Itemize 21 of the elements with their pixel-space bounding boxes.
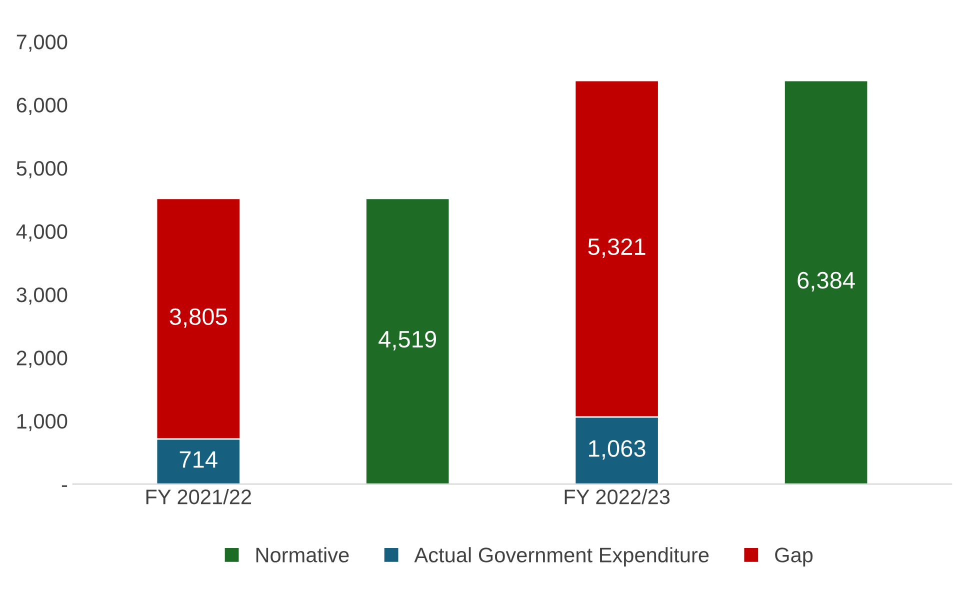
y-tick-label: 2,000 xyxy=(16,350,68,368)
data-label: 714 xyxy=(180,451,218,468)
y-tick-label: 3,000 xyxy=(16,287,68,305)
data-label: 6,384 xyxy=(798,272,855,292)
legend-label: Normative xyxy=(256,547,349,562)
x-tick-label: FY 2021/22 xyxy=(146,488,251,504)
y-tick-label: 1,000 xyxy=(17,414,68,432)
y-tick-label: 5,000 xyxy=(16,161,68,178)
data-label: 1,063 xyxy=(589,440,646,460)
data-label: 3,805 xyxy=(170,308,227,328)
x-tick-label: FY 2022/23 xyxy=(564,488,670,504)
data-label: 4,519 xyxy=(378,330,436,350)
y-tick-label: 7,000 xyxy=(16,34,68,52)
y-tick-label: 4,000 xyxy=(16,224,68,242)
bar xyxy=(784,80,869,484)
data-label: 5,321 xyxy=(588,238,646,258)
y-tick-label: 6,000 xyxy=(16,98,68,116)
legend-label: Actual Government Expenditure xyxy=(414,547,709,567)
bar xyxy=(365,198,450,484)
legend-label: Gap xyxy=(775,548,813,567)
y-tick-label: - xyxy=(62,485,68,487)
